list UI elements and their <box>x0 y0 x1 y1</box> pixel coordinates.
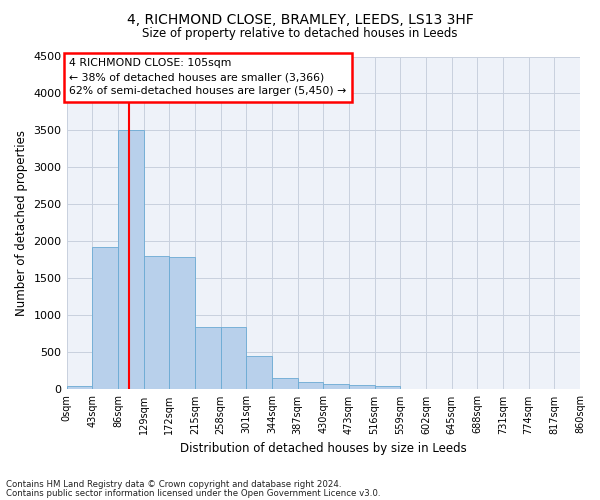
X-axis label: Distribution of detached houses by size in Leeds: Distribution of detached houses by size … <box>180 442 467 455</box>
Text: Size of property relative to detached houses in Leeds: Size of property relative to detached ho… <box>142 28 458 40</box>
Text: 4, RICHMOND CLOSE, BRAMLEY, LEEDS, LS13 3HF: 4, RICHMOND CLOSE, BRAMLEY, LEEDS, LS13 … <box>127 12 473 26</box>
Bar <box>349 386 374 390</box>
Text: Contains HM Land Registry data © Crown copyright and database right 2024.: Contains HM Land Registry data © Crown c… <box>6 480 341 489</box>
Text: 4 RICHMOND CLOSE: 105sqm
← 38% of detached houses are smaller (3,366)
62% of sem: 4 RICHMOND CLOSE: 105sqm ← 38% of detach… <box>69 58 346 96</box>
Bar <box>169 257 195 390</box>
Bar <box>92 248 118 390</box>
Bar <box>67 386 92 390</box>
Y-axis label: Number of detached properties: Number of detached properties <box>15 130 28 316</box>
Bar <box>272 378 298 390</box>
Bar <box>374 386 400 390</box>
Bar <box>195 328 221 390</box>
Bar <box>298 382 323 390</box>
Bar <box>246 356 272 390</box>
Bar <box>143 256 169 390</box>
Bar <box>118 130 143 390</box>
Bar <box>221 328 246 390</box>
Bar <box>323 384 349 390</box>
Text: Contains public sector information licensed under the Open Government Licence v3: Contains public sector information licen… <box>6 489 380 498</box>
